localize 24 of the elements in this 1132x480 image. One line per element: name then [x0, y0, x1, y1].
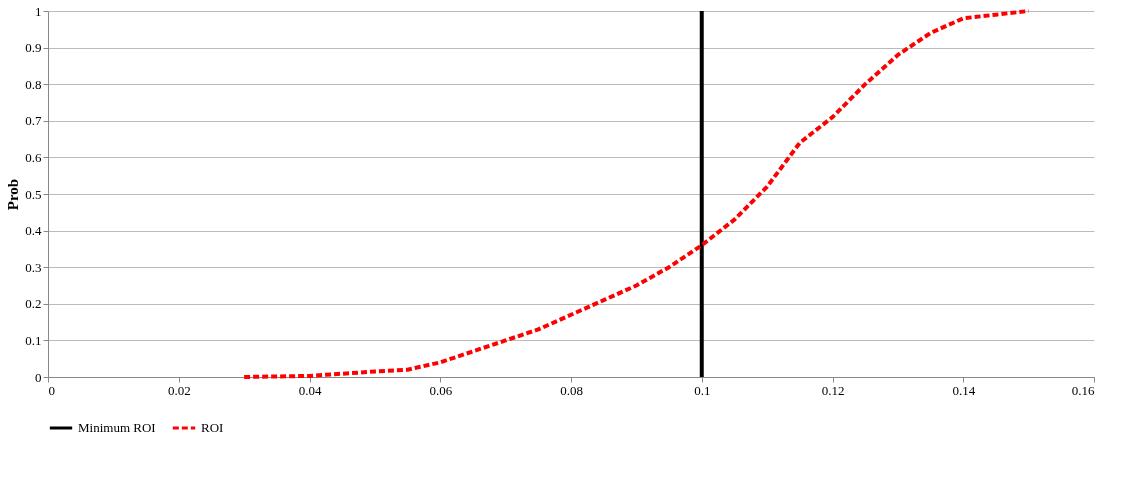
line-series — [242, 9, 1031, 379]
legend-label: ROI — [201, 420, 224, 435]
x-tick-label: 0.1 — [694, 382, 711, 398]
x-tick-label: 0 — [48, 382, 55, 398]
x-tick-label: 0.12 — [821, 382, 845, 398]
x-tick-label: 0.16 — [1071, 382, 1095, 398]
y-tick-label: 0.9 — [25, 40, 42, 56]
y-tick-label: 1 — [35, 3, 42, 19]
y-tick-label: 0.8 — [25, 76, 42, 92]
x-tick-label: 0.02 — [167, 382, 191, 398]
x-tick-label: 0.08 — [560, 382, 583, 398]
y-tick-label: 0.1 — [25, 332, 42, 348]
y-tick-label: 0.5 — [25, 186, 42, 202]
y-tick-label: 0.6 — [25, 149, 42, 165]
legend-label: Minimum ROI — [78, 420, 156, 435]
y-axis-title: Prob — [5, 178, 22, 211]
y-tick-label: 0.7 — [25, 113, 42, 129]
x-tick-label: 0.04 — [298, 382, 322, 398]
x-tick-label: 0.06 — [429, 382, 453, 398]
y-tick-label: 0.3 — [25, 259, 42, 275]
y-tick-label: 0.2 — [25, 296, 42, 312]
y-tick-label: 0.4 — [25, 223, 42, 239]
y-tick-label: 0 — [35, 369, 42, 385]
x-tick-label: 0.14 — [952, 382, 976, 398]
